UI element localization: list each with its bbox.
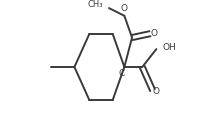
Text: CH₃: CH₃: [87, 0, 103, 9]
Text: O: O: [120, 4, 127, 13]
Text: O: O: [153, 87, 160, 96]
Text: C: C: [118, 69, 124, 78]
Text: OH: OH: [162, 43, 176, 52]
Text: O: O: [150, 29, 157, 38]
